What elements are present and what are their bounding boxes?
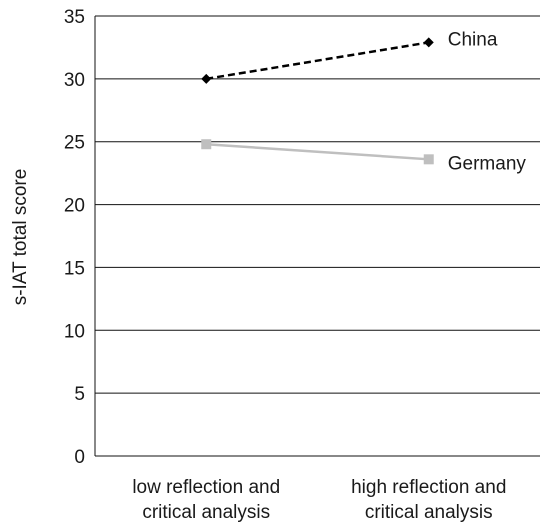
gridlines (94, 15, 540, 457)
y-tick-label: 25 (64, 133, 85, 154)
y-axis-title: s-IAT total score (10, 169, 31, 306)
x-axis-ticks: low reflection and critical analysishigh … (132, 477, 506, 523)
x-tick-label: low reflection and critical analysis (132, 477, 280, 523)
y-tick-label: 35 (64, 7, 85, 28)
y-tick-label: 0 (74, 447, 85, 468)
y-tick-label: 30 (64, 70, 85, 91)
series-group (201, 37, 434, 165)
y-axis-ticks: 0 5 10 15 20 25 30 35 (64, 7, 85, 468)
data-point-china (423, 37, 434, 48)
y-tick-label: 20 (64, 196, 85, 217)
series-label-china: China (448, 29, 498, 50)
series-line-germany (206, 142, 429, 161)
x-tick-label: high reflection and critical analysis (351, 477, 506, 523)
x-tick-label-line: critical analysis (365, 502, 493, 523)
y-tick-label: 5 (74, 384, 85, 405)
series-label-germany: Germany (448, 153, 527, 174)
data-point-germany (423, 154, 434, 165)
x-tick-label-line: high reflection and (351, 477, 506, 498)
y-tick-label: 10 (64, 321, 85, 342)
series-labels: China Germany (448, 29, 527, 174)
series-line-china (206, 41, 429, 81)
data-point-germany (201, 139, 212, 150)
data-point-china (201, 73, 212, 84)
x-tick-label-line: critical analysis (142, 502, 270, 523)
y-tick-label: 15 (64, 258, 85, 279)
x-tick-label-line: low reflection and (132, 477, 280, 498)
